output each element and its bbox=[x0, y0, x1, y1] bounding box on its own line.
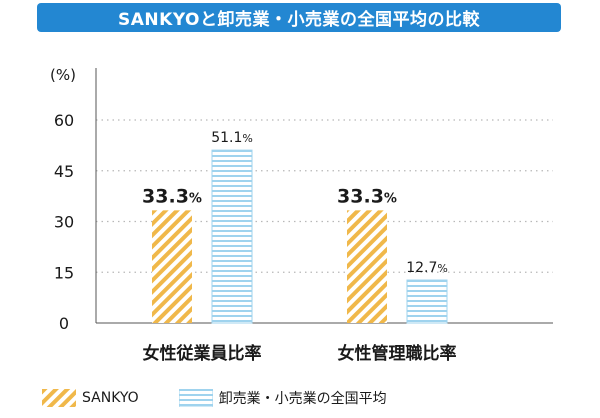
value-label-sankyo-1: 33.3% bbox=[142, 185, 202, 207]
bar-sankyo-1 bbox=[152, 210, 192, 323]
legend-label-sankyo: SANKYO bbox=[82, 390, 139, 406]
y-tick-label-30: 30 bbox=[54, 213, 74, 232]
y-tick-label-15: 15 bbox=[54, 263, 74, 282]
value-label-national-average-2: 12.7% bbox=[406, 260, 448, 276]
bar-sankyo-2 bbox=[347, 210, 387, 323]
legend-swatch-sankyo bbox=[42, 389, 76, 407]
y-tick-label-45: 45 bbox=[54, 162, 74, 181]
bar-national-average-2 bbox=[406, 279, 448, 324]
x-category-label-1: 女性従業員比率 bbox=[143, 343, 262, 364]
chart-title: SANKYOと卸売業・小売業の全国平均の比較 bbox=[118, 10, 480, 30]
legend-label-national-average: 卸売業・小売業の全国平均 bbox=[218, 391, 387, 407]
chart-title-bar: SANKYOと卸売業・小売業の全国平均の比較 bbox=[37, 3, 561, 32]
chart-legend: SANKYO 卸売業・小売業の全国平均 bbox=[42, 388, 427, 408]
bar-national-average-1 bbox=[211, 149, 253, 324]
value-label-national-average-1: 51.1% bbox=[211, 130, 253, 146]
y-axis-unit-label: (%) bbox=[50, 66, 76, 84]
y-tick-label-60: 60 bbox=[54, 111, 74, 130]
legend-swatch-national-average bbox=[178, 389, 213, 407]
legend-item-sankyo: SANKYO bbox=[42, 389, 139, 407]
y-tick-label-0: 0 bbox=[59, 314, 69, 333]
value-label-sankyo-2: 33.3% bbox=[337, 185, 397, 207]
legend-item-national-average: 卸売業・小売業の全国平均 bbox=[178, 388, 387, 408]
x-category-label-2: 女性管理職比率 bbox=[338, 343, 457, 364]
